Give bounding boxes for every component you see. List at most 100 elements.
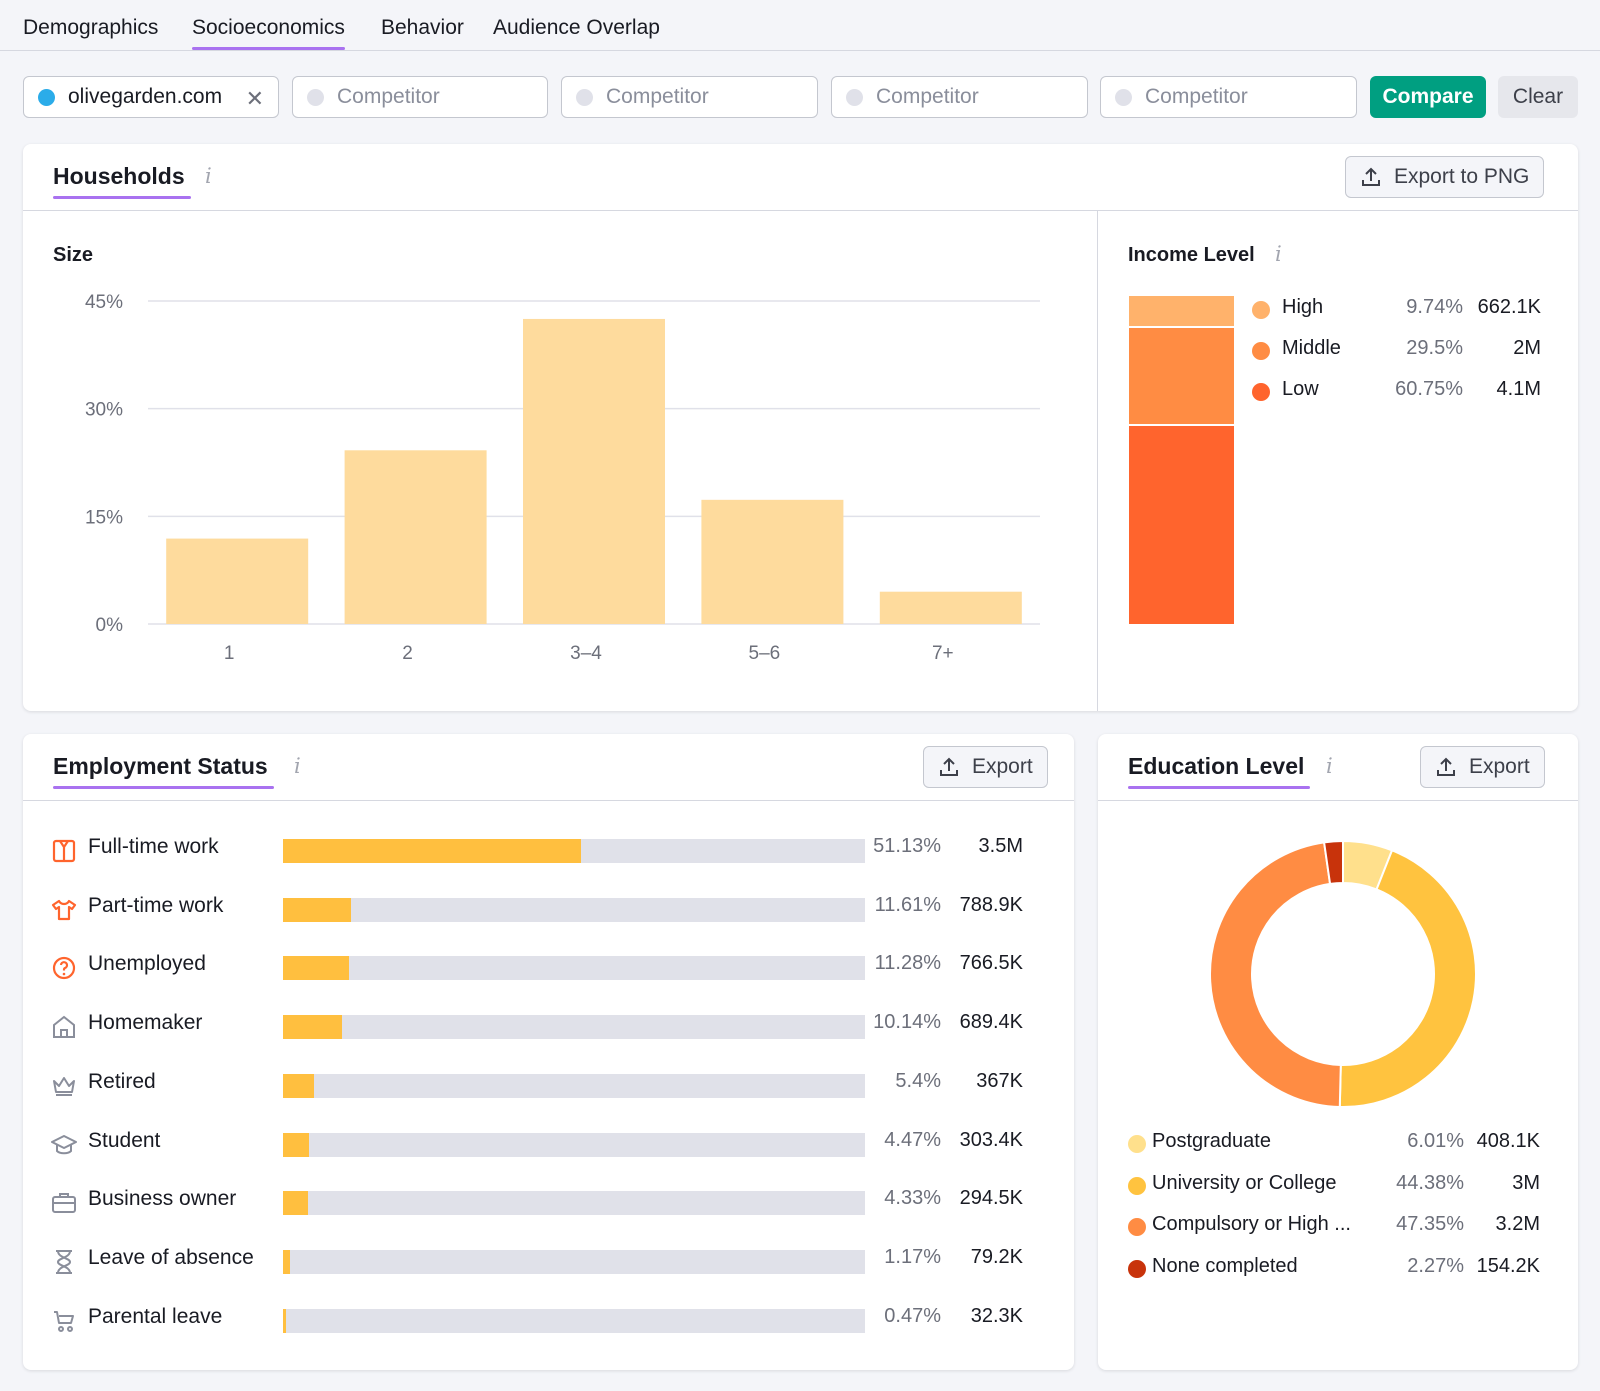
income-segment[interactable] [1129,328,1234,424]
employment-bar-track[interactable] [283,1308,865,1333]
competitor-input-1[interactable]: Competitor [292,76,548,118]
legend-dot [1128,1176,1146,1195]
card-divider [23,800,1074,801]
employment-value: 788.9K [959,893,1023,916]
shirt-icon [51,838,77,864]
employment-pct: 10.14% [873,1011,941,1034]
income-label: High [1282,296,1324,318]
crown-icon [51,1073,77,1099]
donut-slice[interactable] [1338,849,1477,1108]
tab-audience-overlap[interactable]: Audience Overlap [493,16,660,39]
y-tick-label: 45% [85,292,123,313]
employment-bar-track[interactable] [283,1073,865,1098]
education-label: Compulsory or High ... [1152,1213,1351,1235]
graduation-cap-icon [51,1132,77,1158]
employment-value: 367K [976,1069,1023,1092]
education-label: University or College [1152,1171,1337,1194]
employment-export-label: Export [972,755,1033,778]
education-title: Education Level [1128,753,1311,789]
legend-dot [1252,342,1270,360]
competitor-placeholder: Competitor [337,85,440,108]
employment-bar-track[interactable] [283,1132,865,1157]
employment-export-button[interactable]: Export [923,746,1048,788]
employment-bar-fill [283,839,581,863]
y-tick-label: 0% [96,615,124,636]
size-bar[interactable] [523,318,665,624]
employment-label: Full-time work [88,835,219,858]
clear-button[interactable]: Clear [1498,76,1578,118]
competitor-dot [1115,88,1132,106]
report-tabs: Demographics Socioeconomics Behavior Aud… [0,0,1600,51]
export-png-button[interactable]: Export to PNG [1345,156,1545,198]
employment-row: Student 4.47% 303.4K [23,1124,1098,1164]
education-value: 408.1K [1476,1130,1540,1152]
employment-bar-track[interactable] [283,956,865,981]
employment-bar-fill [283,897,351,922]
donut-slice[interactable] [1322,839,1344,886]
size-title: Size [53,244,94,266]
employment-bar-track[interactable] [283,897,865,922]
education-pct: 2.27% [1407,1254,1464,1277]
domain-input[interactable]: olivegarden.com ✕ [23,76,279,118]
tshirt-icon [51,897,77,923]
education-label: Postgraduate [1152,1130,1271,1152]
employment-bar-track[interactable] [283,839,865,863]
employment-bar-track[interactable] [283,1249,865,1274]
legend-dot [1128,1135,1146,1153]
x-tick-label: 3–4 [570,643,602,664]
info-icon[interactable]: i [1275,242,1282,266]
size-bar[interactable] [344,450,487,624]
close-icon[interactable]: ✕ [245,86,264,111]
competitor-dot [307,88,324,106]
competitor-placeholder: Competitor [606,85,709,108]
income-title: Income Level [1128,244,1255,266]
competitor-input-4[interactable]: Competitor [1100,76,1357,118]
export-png-label: Export to PNG [1394,165,1530,188]
info-icon[interactable]: i [205,164,212,188]
employment-row: Full-time work 51.13% 3.5M [23,830,1098,870]
competitor-input-2[interactable]: Competitor [561,76,818,118]
info-icon[interactable]: i [1326,754,1333,778]
income-segment[interactable] [1129,296,1234,327]
compare-button[interactable]: Compare [1370,76,1486,118]
size-bar[interactable] [701,499,844,624]
legend-dot [1252,301,1270,319]
tab-demographics[interactable]: Demographics [23,16,159,39]
employment-bar-track[interactable] [283,1191,865,1216]
income-label: Middle [1282,337,1341,359]
employment-label: Business owner [88,1187,237,1211]
employment-bar-fill [283,1015,342,1040]
employment-value: 303.4K [959,1128,1023,1151]
education-export-button[interactable]: Export [1420,746,1545,788]
competitor-input-3[interactable]: Competitor [831,76,1088,118]
employment-pct: 5.4% [895,1069,941,1092]
size-bar[interactable] [166,538,309,624]
education-card: Education Level i Export Postgraduate 6.0… [1098,734,1578,1370]
education-export-label: Export [1469,755,1530,778]
income-value: 4.1M [1496,378,1541,400]
home-icon [51,1014,77,1040]
employment-row: Leave of absence 1.17% 79.2K [23,1241,1098,1281]
education-value: 3.2M [1495,1213,1540,1235]
employment-bar-track[interactable] [283,1015,865,1040]
employment-bar-fill [283,1132,309,1157]
donut-slice[interactable] [1209,841,1342,1108]
competitor-dot [576,88,593,106]
employment-bar-fill [283,956,349,981]
title-underline [1128,786,1311,789]
info-icon[interactable]: i [294,754,301,778]
employment-value: 766.5K [959,952,1023,975]
income-pct: 29.5% [1406,337,1463,359]
employment-row: Homemaker 10.14% 689.4K [23,1006,1098,1046]
households-card: Households i Export to PNG Size 45% 30% 15… [23,144,1578,711]
employment-value: 294.5K [959,1187,1023,1210]
income-pct: 9.74% [1406,296,1463,318]
briefcase-icon [51,1190,77,1216]
income-pct: 60.75% [1395,378,1463,400]
income-segment[interactable] [1129,425,1234,624]
size-bar[interactable] [879,591,1022,624]
tab-behavior[interactable]: Behavior [381,16,464,39]
employment-label: Parental leave [88,1304,223,1328]
tab-socioeconomics[interactable]: Socioeconomics [192,16,345,50]
x-tick-label: 7+ [932,643,954,664]
